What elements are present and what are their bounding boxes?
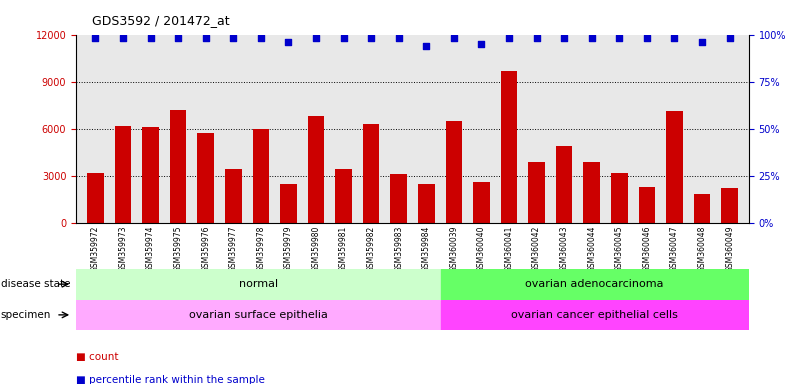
Bar <box>418 184 435 223</box>
Bar <box>694 195 710 223</box>
Bar <box>556 146 573 223</box>
Point <box>420 43 433 49</box>
Point <box>586 35 598 41</box>
Bar <box>280 184 296 223</box>
Point <box>530 35 543 41</box>
Bar <box>666 111 682 223</box>
Point <box>448 35 461 41</box>
Bar <box>473 182 489 223</box>
Bar <box>336 169 352 223</box>
Point <box>392 35 405 41</box>
Text: GDS3592 / 201472_at: GDS3592 / 201472_at <box>92 14 230 27</box>
Point <box>89 35 102 41</box>
Bar <box>252 129 269 223</box>
Point <box>199 35 212 41</box>
Point <box>475 41 488 47</box>
Text: ■ percentile rank within the sample: ■ percentile rank within the sample <box>76 375 265 384</box>
Bar <box>225 169 242 223</box>
Point <box>723 35 736 41</box>
Text: ovarian adenocarcinoma: ovarian adenocarcinoma <box>525 279 664 289</box>
Bar <box>363 124 380 223</box>
Point <box>255 35 268 41</box>
Bar <box>76 300 441 330</box>
Bar <box>445 121 462 223</box>
Point <box>310 35 323 41</box>
Text: ■ count: ■ count <box>76 352 119 362</box>
Bar <box>115 126 131 223</box>
Bar <box>197 133 214 223</box>
Point <box>171 35 184 41</box>
Point <box>613 35 626 41</box>
Bar <box>441 269 749 300</box>
Point <box>641 35 654 41</box>
Bar <box>638 187 655 223</box>
Point <box>144 35 157 41</box>
Point <box>557 35 570 41</box>
Bar <box>143 127 159 223</box>
Point <box>695 39 708 45</box>
Bar <box>308 116 324 223</box>
Bar <box>611 172 628 223</box>
Bar <box>87 172 103 223</box>
Bar <box>390 174 407 223</box>
Point <box>282 39 295 45</box>
Point <box>668 35 681 41</box>
Text: ovarian cancer epithelial cells: ovarian cancer epithelial cells <box>511 310 678 320</box>
Point <box>364 35 377 41</box>
Bar <box>529 162 545 223</box>
Text: specimen: specimen <box>1 310 51 320</box>
Text: ovarian surface epithelia: ovarian surface epithelia <box>189 310 328 320</box>
Bar <box>722 188 738 223</box>
Bar <box>583 162 600 223</box>
Point <box>227 35 239 41</box>
Point <box>337 35 350 41</box>
Bar <box>441 300 749 330</box>
Text: normal: normal <box>239 279 278 289</box>
Bar <box>76 269 441 300</box>
Point <box>502 35 515 41</box>
Bar <box>170 110 187 223</box>
Bar <box>501 71 517 223</box>
Text: disease state: disease state <box>1 279 70 289</box>
Point <box>117 35 130 41</box>
